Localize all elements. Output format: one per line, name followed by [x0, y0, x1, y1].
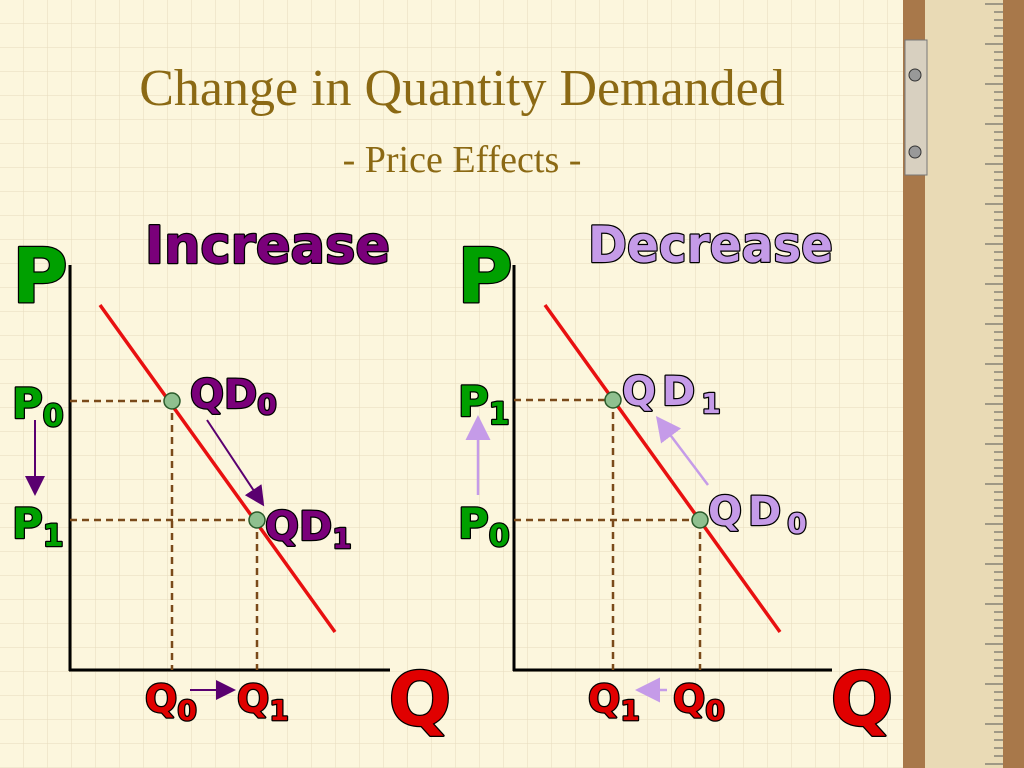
decrease-panel: Decrease P Q P1 P0 QD1 QD0 Q1 Q0	[456, 215, 895, 745]
subtitle: - Price Effects -	[343, 139, 582, 181]
price-label: P0	[12, 379, 64, 434]
label-sub: 1	[489, 397, 510, 432]
label-sub: 0	[489, 519, 510, 554]
y-axis-label: P	[457, 231, 513, 320]
quantity-label: Q1	[237, 677, 289, 727]
demand-label: QD0	[708, 489, 807, 540]
label-sub: 0	[257, 388, 276, 421]
label-sub: 1	[43, 519, 64, 554]
label-sub: 0	[43, 399, 64, 434]
panel-heading: Increase	[145, 216, 390, 276]
panel-heading: Decrease	[588, 216, 833, 274]
label-sub: 0	[787, 507, 806, 540]
ruler	[903, 0, 1024, 768]
label-main: P	[458, 377, 489, 426]
label-main: Q	[237, 677, 269, 721]
quantity-label: Q0	[145, 677, 197, 727]
label-sub: 1	[620, 694, 639, 727]
demand-curve	[543, 303, 782, 634]
label-main: QD	[708, 489, 787, 535]
label-sub: 1	[332, 522, 351, 555]
demand-curve	[98, 303, 337, 634]
demand-label: QD1	[622, 369, 721, 420]
label-main: Q	[588, 677, 620, 721]
increase-panel: Increase P Q P0 P1 QD0 QD1 Q0 Q1	[11, 215, 453, 745]
quantity-label: Q1	[588, 677, 640, 727]
label-main: P	[12, 379, 43, 428]
y-axis-label: P	[12, 231, 68, 320]
label-main: QD	[265, 504, 332, 550]
label-sub: 0	[177, 694, 196, 727]
label-main: QD	[622, 369, 701, 415]
quantity-label: Q0	[673, 677, 725, 727]
label-main: P	[12, 499, 43, 548]
point	[604, 391, 622, 409]
label-sub: 1	[701, 387, 720, 420]
arrow	[206, 419, 265, 507]
label-main: P	[458, 499, 489, 548]
point	[248, 511, 266, 529]
demand-label: QD0	[190, 372, 277, 421]
label-sub: 1	[269, 694, 288, 727]
price-label: P0	[458, 499, 510, 554]
arrow	[655, 416, 709, 486]
price-label: P1	[458, 377, 510, 432]
label-main: QD	[190, 372, 257, 418]
label-sub: 0	[705, 694, 724, 727]
point	[163, 392, 181, 410]
label-main: Q	[673, 677, 705, 721]
title: Change in Quantity Demanded	[139, 60, 785, 117]
demand-label: QD1	[265, 504, 352, 555]
x-axis-label: Q	[831, 657, 894, 743]
price-label: P1	[12, 499, 64, 554]
x-axis-label: Q	[389, 657, 452, 743]
label-main: Q	[145, 677, 177, 721]
point	[691, 511, 709, 529]
